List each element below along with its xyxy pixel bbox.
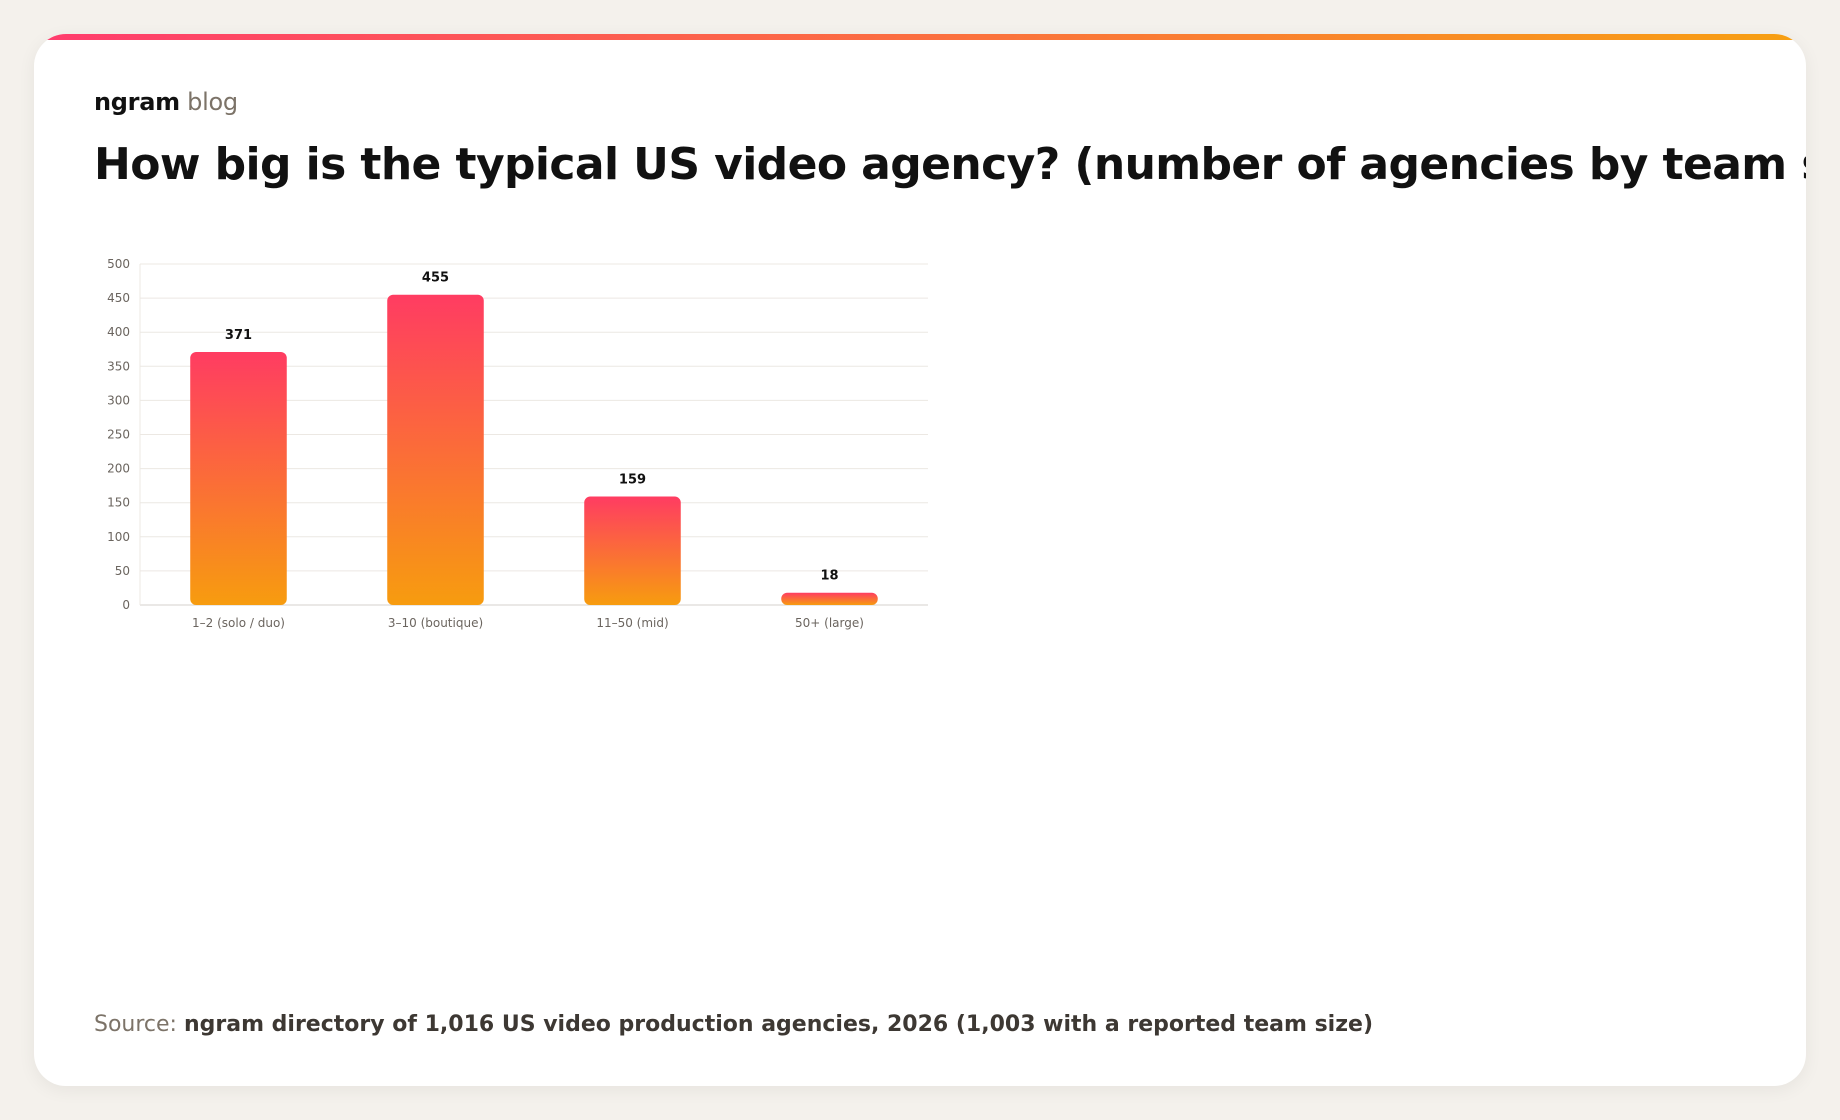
x-tick-label: 50+ (large) [795,616,864,630]
data-label: 18 [820,569,838,584]
y-tick-label: 0 [122,598,130,612]
bar [781,592,878,605]
page-title: How big is the typical US video agency? … [94,139,1806,190]
y-tick-label: 400 [107,325,130,339]
accent-bar [34,34,1806,40]
y-tick-label: 450 [107,291,130,305]
source-note: Source: ngram directory of 1,016 US vide… [94,1010,1373,1040]
brand: ngram blog [94,86,238,118]
y-tick-label: 300 [107,393,130,407]
y-tick-label: 350 [107,359,130,373]
data-label: 455 [422,271,449,286]
y-tick-label: 150 [107,496,130,510]
bar-chart: 0 50 100 150 200 250 300 350 400 450 500 371 455 159… [107,257,928,630]
x-tick-label: 3–10 (boutique) [388,616,483,630]
y-tick-label: 50 [115,564,130,578]
source-label: Source: [94,1012,177,1037]
bar [387,294,484,605]
x-axis-ticks: 1–2 (solo / duo) 3–10 (boutique) 11–50 (mi… [192,616,864,630]
data-label: 159 [619,473,646,488]
source-text: ngram directory of 1,016 US video produc… [183,1012,1373,1037]
y-tick-label: 500 [107,257,130,271]
x-tick-label: 11–50 (mid) [596,616,668,630]
chart-card: ngram blog How big is the typical US vid… [34,34,1806,1086]
bar [584,496,681,605]
data-labels: 371 455 159 18 [225,271,839,584]
y-tick-label: 250 [107,428,130,442]
y-tick-label: 200 [107,462,130,476]
y-tick-label: 100 [107,530,130,544]
brand-sub: blog [187,88,238,116]
brand-name: ngram [94,88,180,116]
data-label: 371 [225,328,252,343]
bar [190,351,287,605]
x-tick-label: 1–2 (solo / duo) [192,616,285,630]
bars [190,294,878,605]
y-axis-ticks: 0 50 100 150 200 250 300 350 400 450 500 [107,257,130,612]
